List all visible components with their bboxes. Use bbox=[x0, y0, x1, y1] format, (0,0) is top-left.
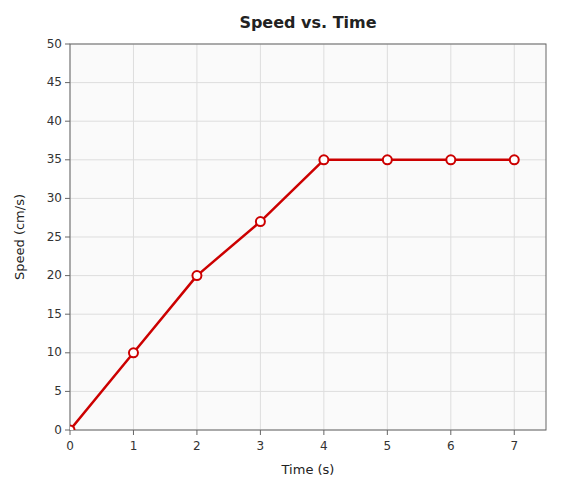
x-grid-line bbox=[514, 44, 515, 430]
x-grid-line bbox=[387, 44, 388, 430]
x-tick-label: 7 bbox=[510, 439, 518, 453]
point bbox=[383, 155, 392, 164]
point bbox=[256, 217, 265, 226]
y-grid-line bbox=[70, 82, 546, 83]
series bbox=[70, 155, 519, 430]
x-tick bbox=[387, 430, 388, 435]
y-tick-label: 30 bbox=[47, 191, 62, 205]
y-grid-line bbox=[70, 121, 546, 122]
y-tick bbox=[65, 237, 70, 238]
y-tick bbox=[65, 159, 70, 160]
x-tick-label: 2 bbox=[193, 439, 201, 453]
y-grid-line bbox=[70, 352, 546, 353]
x-tick-label: 0 bbox=[66, 439, 74, 453]
y-tick bbox=[65, 82, 70, 83]
plot-background bbox=[70, 44, 546, 430]
y-axis-label: Speed (cm/s) bbox=[12, 194, 27, 280]
y-tick-label: 15 bbox=[47, 307, 62, 321]
y-grid-line bbox=[70, 314, 546, 315]
x-tick-label: 1 bbox=[130, 439, 138, 453]
point bbox=[129, 348, 138, 357]
y-tick-label: 40 bbox=[47, 114, 62, 128]
y-grid-line bbox=[70, 237, 546, 238]
y-tick bbox=[65, 275, 70, 276]
chart-svg: 0510152025303540455001234567Speed vs. Ti… bbox=[0, 0, 570, 488]
y-tick bbox=[65, 121, 70, 122]
x-tick bbox=[70, 430, 71, 435]
x-tick bbox=[133, 430, 134, 435]
point bbox=[192, 271, 201, 280]
x-tick-label: 6 bbox=[447, 439, 455, 453]
y-tick bbox=[65, 198, 70, 199]
y-tick bbox=[65, 352, 70, 353]
point bbox=[70, 426, 75, 431]
plot-frame bbox=[70, 44, 546, 430]
y-tick bbox=[65, 391, 70, 392]
point bbox=[510, 155, 519, 164]
grid bbox=[70, 44, 546, 430]
y-tick-label: 35 bbox=[47, 152, 62, 166]
y-tick bbox=[65, 44, 70, 45]
y-tick-label: 20 bbox=[47, 268, 62, 282]
x-tick bbox=[260, 430, 261, 435]
y-grid-line bbox=[70, 391, 546, 392]
x-axis-label: Time (s) bbox=[281, 462, 335, 477]
y-grid-line bbox=[70, 198, 546, 199]
y-tick-label: 50 bbox=[47, 37, 62, 51]
y-tick-label: 0 bbox=[54, 423, 62, 437]
x-grid-line bbox=[133, 44, 134, 430]
x-grid-line bbox=[323, 44, 324, 430]
x-tick bbox=[323, 430, 324, 435]
y-tick bbox=[65, 314, 70, 315]
y-tick-label: 5 bbox=[54, 384, 62, 398]
y-tick-label: 45 bbox=[47, 75, 62, 89]
x-tick bbox=[196, 430, 197, 435]
x-tick-label: 4 bbox=[320, 439, 328, 453]
y-grid-line bbox=[70, 275, 546, 276]
chart-container: 0510152025303540455001234567Speed vs. Ti… bbox=[0, 0, 570, 488]
x-tick-label: 5 bbox=[384, 439, 392, 453]
y-tick bbox=[65, 430, 70, 431]
y-tick-label: 25 bbox=[47, 230, 62, 244]
x-tick-label: 3 bbox=[257, 439, 265, 453]
y-tick-label: 10 bbox=[47, 345, 62, 359]
x-grid-line bbox=[196, 44, 197, 430]
line bbox=[70, 160, 514, 430]
x-grid-line bbox=[450, 44, 451, 430]
point bbox=[319, 155, 328, 164]
point bbox=[446, 155, 455, 164]
x-tick bbox=[450, 430, 451, 435]
axes: 0510152025303540455001234567 bbox=[47, 37, 546, 454]
x-tick bbox=[514, 430, 515, 435]
x-grid-line bbox=[260, 44, 261, 430]
title: Speed vs. Time bbox=[239, 13, 376, 32]
